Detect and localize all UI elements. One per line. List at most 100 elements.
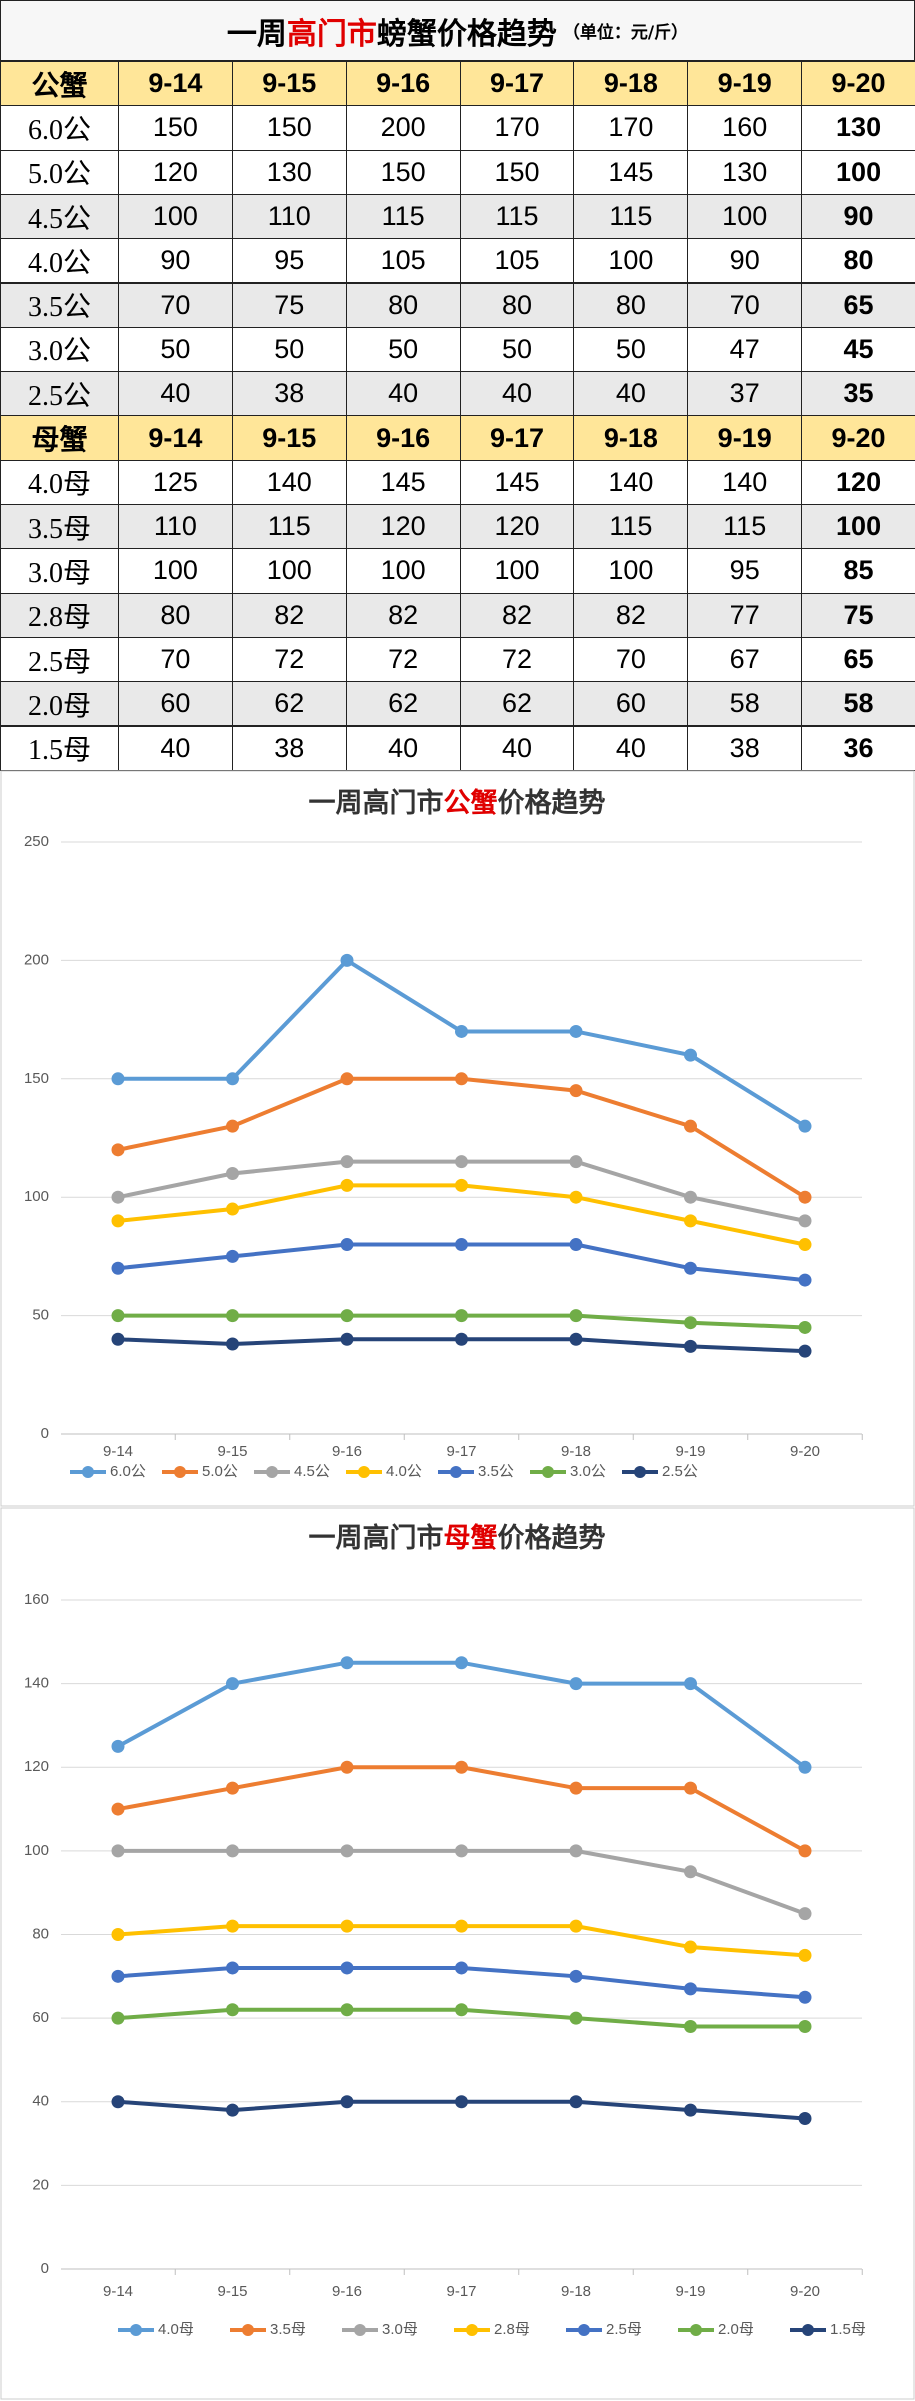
data-point [569, 1969, 583, 1983]
table-cell: 50 [459, 326, 575, 373]
data-point [569, 1155, 583, 1169]
table-cell: 120 [118, 149, 233, 195]
table-cell: 115 [345, 193, 461, 240]
data-point [340, 1760, 354, 1774]
table-cell: 125 [118, 459, 233, 505]
table-cell: 90 [118, 238, 233, 284]
data-point [684, 2103, 697, 2117]
table-cell: 75 [231, 282, 347, 328]
table-cell: 72 [231, 636, 347, 683]
data-point [226, 1337, 239, 1351]
table-cell: 2.5公 [0, 371, 119, 417]
table-cell: 9-15 [231, 61, 347, 107]
data-point [569, 1238, 583, 1252]
x-tick-label: 9-18 [561, 1443, 591, 1460]
data-point [798, 1119, 812, 1133]
table-cell: 70 [118, 282, 233, 328]
legend-label: 2.0母 [718, 2321, 754, 2338]
data-point [798, 1907, 812, 1921]
table-cell: 50 [345, 326, 461, 373]
legend-marker [242, 2324, 254, 2336]
table-cell: 130 [687, 149, 803, 195]
table-cell: 140 [573, 459, 689, 505]
data-point [340, 2003, 354, 2017]
table-cell: 82 [459, 592, 575, 638]
table-cell: 100 [573, 238, 689, 284]
table-cell: 4.0母 [0, 459, 119, 505]
table-cell: 9-19 [687, 415, 803, 461]
data-point [111, 2011, 125, 2025]
x-tick-label: 9-14 [103, 1443, 133, 1460]
table-cell: 58 [687, 681, 803, 727]
table-cell: 80 [118, 592, 233, 638]
data-point [111, 1332, 125, 1346]
table-cell: 70 [687, 282, 803, 328]
data-point [226, 1072, 239, 1086]
data-point [569, 1844, 583, 1858]
data-point [226, 1309, 239, 1323]
table-cell: 145 [345, 459, 461, 505]
title-part: 价格趋势 [498, 1523, 606, 1554]
table-cell: 38 [687, 725, 803, 771]
data-point [340, 1072, 354, 1086]
table-cell: 3.0公 [0, 326, 119, 373]
table-cell: 9-16 [345, 415, 461, 461]
data-point [569, 2011, 583, 2025]
table-cell: 60 [573, 681, 689, 727]
table-cell: 3.0母 [0, 548, 119, 594]
data-point [455, 1332, 468, 1346]
table-cell: 9-19 [687, 61, 803, 107]
table-cell: 40 [118, 371, 233, 417]
chart-title: 一周高门市公蟹价格趋势 [309, 787, 606, 819]
table-cell: 9-18 [573, 415, 689, 461]
table-cell: 9-17 [459, 61, 575, 107]
table-cell: 100 [801, 149, 915, 195]
table-cell: 9-20 [801, 61, 915, 107]
data-point [798, 1273, 812, 1287]
data-point [340, 1332, 354, 1346]
data-point [798, 1344, 812, 1358]
table-cell: 105 [459, 238, 575, 284]
x-tick-label: 9-15 [217, 2283, 247, 2300]
table-cell: 82 [573, 592, 689, 638]
data-point [798, 1214, 812, 1228]
x-tick-label: 9-16 [332, 2283, 362, 2300]
y-tick-label: 200 [24, 951, 49, 968]
table-cell: 95 [231, 238, 347, 284]
data-point [226, 2003, 239, 2017]
y-tick-label: 40 [32, 2093, 49, 2110]
table-cell: 115 [573, 193, 689, 240]
legend-marker [358, 1466, 370, 1478]
x-tick-label: 9-18 [561, 2283, 591, 2300]
data-point [111, 1844, 125, 1858]
table-cell: 37 [687, 371, 803, 417]
table-cell: 65 [801, 282, 915, 328]
table-cell: 50 [573, 326, 689, 373]
table-cell: 2.8母 [0, 592, 119, 638]
legend-marker [690, 2324, 702, 2336]
table-cell: 110 [231, 193, 347, 240]
table-cell: 45 [801, 326, 915, 373]
table-cell: 100 [345, 548, 461, 594]
data-point [226, 1119, 239, 1133]
data-point [798, 1320, 812, 1334]
price-table: 一周 高门市 螃蟹价格趋势 （单位：元/斤） 公蟹 9-14 9-15 9-16 9-17 9-… [0, 0, 915, 771]
data-point [340, 2095, 354, 2109]
table-cell: 65 [801, 636, 915, 683]
legend-marker [174, 1466, 186, 1478]
table-cell: 72 [459, 636, 575, 683]
x-tick-label: 9-17 [446, 1443, 476, 1460]
data-point [111, 1261, 125, 1275]
legend-marker [130, 2324, 142, 2336]
table-cell: 100 [801, 504, 915, 550]
table-cell: 47 [687, 326, 803, 373]
table-cell: 120 [345, 504, 461, 550]
legend-label: 3.0母 [382, 2321, 418, 2338]
data-point [798, 1990, 812, 2004]
title-part: 一周 [226, 16, 287, 52]
y-tick-label: 150 [24, 1070, 49, 1087]
x-tick-label: 9-16 [332, 1443, 362, 1460]
table-cell: 120 [459, 504, 575, 550]
data-point [569, 1309, 583, 1323]
